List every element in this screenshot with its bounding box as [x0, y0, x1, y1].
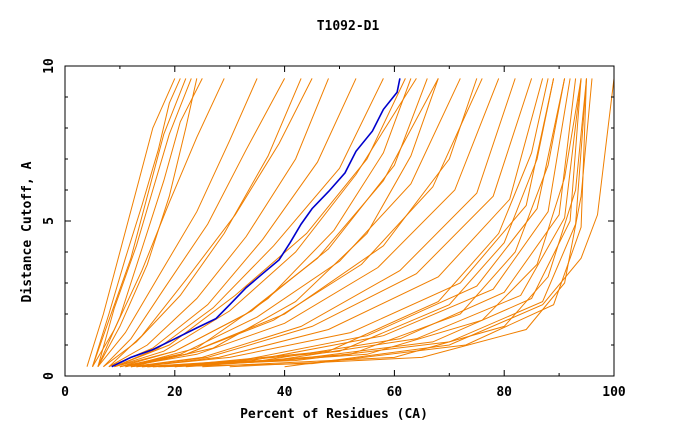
series-line-40	[119, 78, 478, 368]
series-line-26	[152, 78, 582, 368]
series-line-4	[97, 78, 192, 367]
x-tick-label: 0	[61, 385, 69, 400]
series-line-13	[114, 78, 417, 368]
series-line-37	[202, 78, 587, 368]
x-tick-label: 80	[496, 385, 512, 400]
series-line-31	[97, 78, 203, 367]
series-line-30	[108, 78, 313, 368]
series-line-11	[108, 78, 357, 368]
series-line-28	[158, 78, 587, 368]
x-tick-label: 40	[277, 385, 293, 400]
series-line-27	[152, 78, 587, 368]
series-line-20	[136, 78, 544, 368]
series-line-18	[130, 78, 516, 368]
series-line-38	[229, 78, 593, 368]
series-line-22	[141, 78, 566, 368]
y-axis-label: Distance Cutoff, A	[20, 161, 35, 302]
series-line-33	[174, 78, 566, 368]
series-line-10	[108, 78, 329, 368]
y-tick-label: 0	[42, 372, 57, 380]
series-line-1	[86, 78, 176, 367]
series-line-21	[136, 78, 555, 368]
y-tick-label: 10	[42, 58, 57, 74]
series-group	[86, 78, 615, 368]
chart-title: T1092-D1	[317, 19, 380, 34]
x-tick-label: 60	[387, 385, 403, 400]
series-line-3	[92, 78, 187, 367]
series-line-29	[114, 78, 406, 368]
series-line-39	[185, 78, 582, 368]
series-line-6	[92, 78, 225, 367]
x-tick-label: 100	[602, 385, 626, 400]
series-line-42	[284, 78, 615, 368]
series-line-9	[103, 78, 302, 368]
x-axis-label: Percent of Residues (CA)	[240, 407, 428, 422]
series-line-32	[174, 78, 555, 368]
series-line-7	[97, 78, 258, 368]
y-tick-label: 5	[42, 217, 57, 225]
series-line-25	[147, 78, 582, 368]
axes: 0 20 40 60 80 100 0 5 10	[42, 58, 626, 400]
series-line-highlight	[111, 78, 401, 368]
series-line-35	[130, 78, 439, 368]
series-line-12	[114, 78, 384, 368]
x-tick-label: 20	[167, 385, 183, 400]
series-line-16	[125, 78, 483, 368]
series-line-34	[163, 78, 549, 368]
series-line-41	[114, 78, 428, 368]
series-line-17	[125, 78, 500, 368]
series-line-5	[97, 78, 198, 367]
series-line-36	[125, 78, 412, 368]
series-line-19	[130, 78, 533, 368]
series-line-2	[92, 78, 181, 367]
series-line-15	[119, 78, 461, 368]
series-line-8	[103, 78, 286, 368]
